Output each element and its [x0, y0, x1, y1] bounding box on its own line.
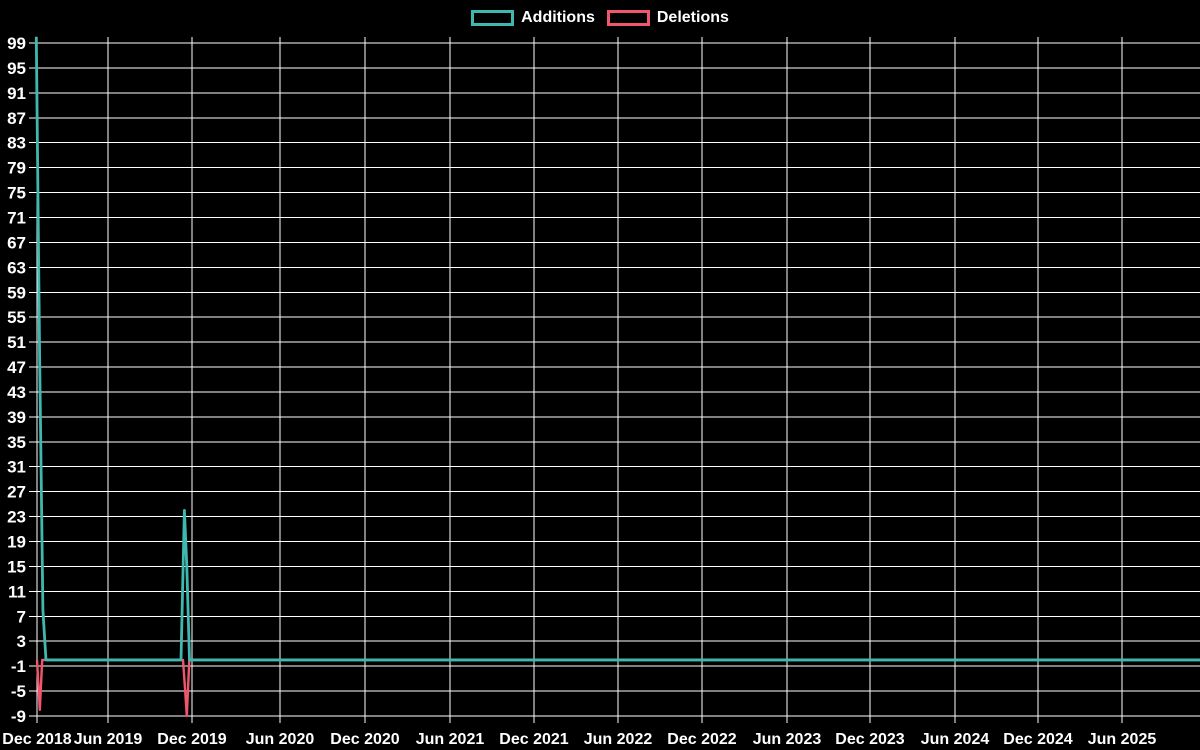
y-axis-tick-label: 27: [7, 483, 26, 502]
x-axis-tick-label: Dec 2019: [157, 731, 226, 748]
additions-line: [34, 36, 1200, 662]
y-axis-tick-label: 95: [7, 59, 26, 78]
y-axis-tick-label: 79: [7, 159, 26, 178]
y-axis-tick-label: 7: [17, 607, 26, 626]
y-axis-tick-label: 87: [7, 109, 26, 128]
legend-item-deletions[interactable]: Deletions: [606, 8, 729, 28]
deletions-swatch-icon: [606, 10, 650, 26]
y-axis-tick-label: 11: [8, 582, 26, 601]
y-axis-tick-label: 83: [7, 134, 26, 153]
x-axis-tick-label: Jun 2020: [246, 731, 315, 748]
x-axis-tick-label: Jun 2023: [753, 731, 822, 748]
x-axis-tick-label: Jun 2021: [416, 731, 485, 748]
y-axis-tick-label: 23: [7, 508, 26, 527]
y-axis-tick-label: 63: [7, 258, 26, 277]
legend-label-deletions: Deletions: [656, 9, 729, 26]
y-axis-tick-label: 99: [7, 34, 26, 53]
y-axis-tick-label: 91: [7, 84, 26, 103]
x-axis-tick-label: Jun 2024: [921, 731, 990, 748]
x-axis-tick-label: Dec 2020: [330, 731, 399, 748]
x-axis-tick-label: Dec 2024: [1003, 731, 1072, 748]
y-axis-tick-label: 47: [7, 358, 26, 377]
y-axis-tick-label: 75: [7, 184, 26, 203]
deletions-line: [35, 658, 1200, 718]
y-axis-tick-label: 59: [7, 283, 26, 302]
x-axis-tick-label: Dec 2023: [835, 731, 904, 748]
y-axis-tick-label: 19: [7, 533, 26, 552]
y-axis-tick-label: -5: [11, 682, 26, 701]
y-axis-tick-label: -1: [11, 657, 26, 676]
x-axis-tick-label: Jun 2022: [584, 731, 653, 748]
y-axis-tick-label: 67: [7, 233, 26, 252]
legend-item-additions[interactable]: Additions: [471, 8, 595, 28]
chart-legend: Additions Deletions: [0, 8, 1200, 28]
y-axis-tick-label: 71: [7, 208, 26, 227]
additions-swatch-icon: [471, 10, 515, 26]
x-axis-tick-label: Jun 2025: [1088, 731, 1157, 748]
x-axis-tick-label: Dec 2021: [499, 731, 568, 748]
x-axis-tick-label: Dec 2022: [667, 731, 736, 748]
y-axis-tick-label: 43: [7, 383, 26, 402]
y-axis-tick-label: 39: [7, 408, 26, 427]
legend-label-additions: Additions: [521, 9, 595, 26]
y-axis-tick-label: 31: [7, 458, 26, 477]
y-axis-tick-label: 35: [7, 433, 26, 452]
y-axis-tick-label: -9: [11, 707, 26, 726]
x-axis-tick-label: Jun 2019: [74, 731, 143, 748]
y-axis-tick-label: 3: [17, 632, 26, 651]
y-axis-tick-label: 55: [7, 308, 26, 327]
y-axis-tick-label: 51: [7, 333, 26, 352]
x-axis-tick-label: Dec 2018: [2, 731, 71, 748]
y-axis-tick-label: 15: [7, 557, 26, 576]
